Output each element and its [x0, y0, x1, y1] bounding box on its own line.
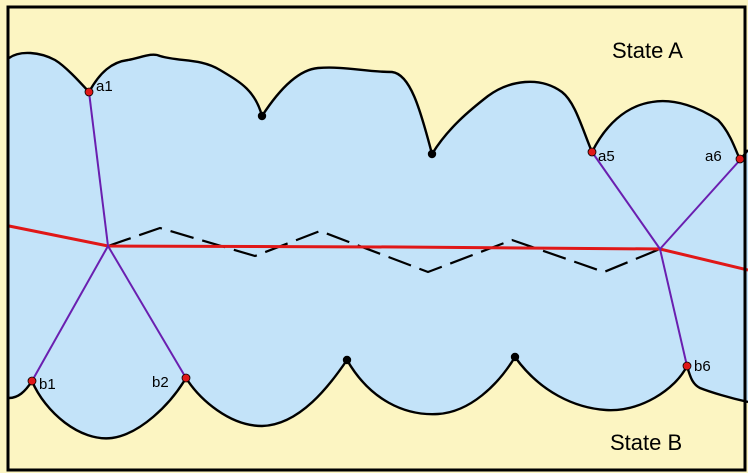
state-a-label: State A — [612, 38, 683, 63]
connector-a5 — [591, 151, 661, 250]
shoreline-state-a — [8, 51, 748, 162]
label-b1: b1 — [39, 376, 56, 393]
label-b6: b6 — [694, 358, 711, 375]
median-boundary-line — [8, 224, 748, 272]
state-b-label: State B — [610, 430, 682, 455]
coast-vertex-point — [257, 111, 267, 121]
base-point-b1 — [27, 376, 37, 386]
base-point-a6 — [735, 154, 745, 164]
connector-b2 — [107, 245, 187, 379]
base-point-a5 — [587, 147, 597, 157]
coast-vertex-point — [342, 355, 352, 365]
shoreline-state-b — [8, 355, 748, 440]
coast-vertex-point — [510, 352, 520, 362]
base-point-b6 — [682, 361, 692, 371]
coast-vertex-point — [427, 149, 437, 159]
equidistance-dashed-line — [107, 226, 661, 274]
connector-b1 — [31, 245, 109, 382]
label-a6: a6 — [705, 148, 722, 165]
frame-border — [6, 5, 747, 472]
base-point-b2 — [181, 373, 191, 383]
connector-a6 — [659, 159, 741, 250]
label-a5: a5 — [598, 148, 615, 165]
label-a1: a1 — [96, 78, 113, 95]
connector-a1 — [88, 91, 109, 247]
label-b2: b2 — [152, 374, 169, 391]
connector-b6 — [659, 248, 688, 367]
base-point-a1 — [84, 87, 94, 97]
